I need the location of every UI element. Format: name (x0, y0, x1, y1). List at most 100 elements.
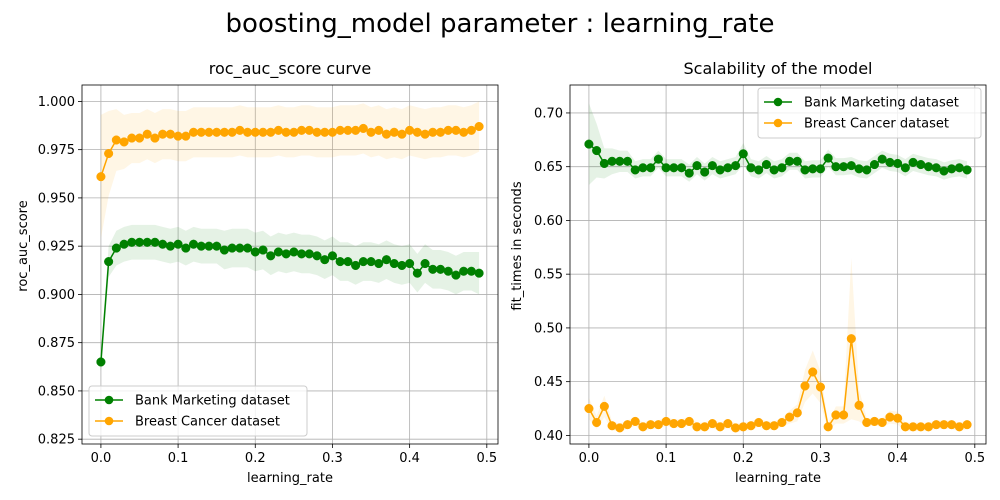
roc-auc-series-0-point (289, 247, 299, 257)
roc-auc-series-0-point (111, 243, 121, 253)
scalability-legend: Bank Marketing dataset Breast Cancer data… (757, 87, 982, 139)
roc-auc-series-0-point (420, 258, 430, 269)
roc-auc-series-1-point (297, 125, 307, 135)
scalability-series-1-point (630, 416, 640, 426)
scalability-series-1-point (700, 422, 710, 432)
roc-auc-series-0-point (119, 239, 129, 249)
roc-auc-series-0-point (158, 239, 168, 249)
scalability-series-0-point (931, 163, 941, 173)
roc-auc-series-0-point (212, 241, 222, 251)
roc-auc-series-1-point (258, 127, 268, 137)
roc-auc-series-1-point (466, 125, 476, 135)
roc-auc-series-1-point (227, 127, 237, 137)
scalability-x-tick-label: 0.2 (733, 451, 754, 466)
scalability-series-1-point (908, 422, 918, 432)
roc-auc-series-0-point (451, 270, 461, 280)
roc-auc-chart-title: roc_auc_score curve (209, 59, 371, 79)
roc-auc-plot-frame (81, 84, 499, 445)
scalability-legend-label-0: Bank Marketing dataset (804, 96, 959, 111)
scalability-series-0-point (592, 146, 602, 156)
scalability-series-1-point (769, 421, 779, 431)
roc-auc-series-1-point (435, 127, 446, 137)
scalability-series-0-point (954, 163, 964, 173)
scalability-series-0-point (916, 159, 926, 170)
roc-auc-series-0-point (258, 245, 268, 255)
roc-auc-series-1-point (343, 125, 353, 135)
scalability-y-tick-label: 0.65 (534, 160, 563, 175)
roc-auc-series-1-point (212, 127, 222, 137)
roc-auc-series-1-point (389, 127, 399, 137)
scalability-series-0-point (962, 165, 972, 175)
scalability-series-0-point (947, 164, 957, 174)
scalability-series-1-point (900, 422, 910, 432)
scalability-legend-marker-0 (773, 97, 783, 107)
roc-auc-series-1-point (320, 127, 330, 137)
scalability-series-0-point (731, 161, 741, 171)
scalability-series-1-point (931, 420, 941, 430)
roc-auc-series-1-point (273, 125, 283, 135)
roc-auc-series-1-point (281, 127, 291, 137)
roc-auc-series-0-point (381, 255, 392, 265)
scalability-series-0-point (646, 163, 656, 173)
scalability-series-0-point (785, 156, 795, 166)
scalability-series-0-point (615, 156, 625, 166)
roc-auc-series-1-std-band (100, 101, 480, 239)
scalability-series-0-point (777, 163, 787, 173)
roc-auc-series-1-point (111, 135, 121, 145)
scalability-series-1-point (846, 334, 856, 344)
scalability-series-1-point (684, 416, 694, 426)
roc-auc-series-0-point (266, 251, 276, 261)
scalability-series-1-point (800, 381, 810, 391)
scalability-series-1-point (877, 417, 887, 428)
scalability-series-0-point (653, 154, 663, 164)
scalability-series-1-point (592, 417, 602, 428)
roc-auc-series-0-point (466, 266, 476, 276)
scalability-series-1-std-band (588, 258, 968, 433)
roc-auc-series-0-point (173, 239, 183, 249)
roc-auc-legend-marker-0 (104, 395, 114, 405)
roc-auc-series-0-point (273, 247, 283, 257)
roc-auc-series-1-point (243, 127, 253, 137)
roc-auc-series-0-point (412, 268, 422, 278)
scalability-series-0-point (584, 139, 594, 149)
roc-auc-series-0-point (196, 241, 206, 251)
roc-auc-series-1-point (119, 137, 129, 147)
scalability-legend-label-1: Breast Cancer dataset (804, 117, 949, 132)
scalability-series-1-point (653, 420, 663, 430)
scalability-series-0-point (869, 159, 880, 170)
roc-auc-chart: roc_auc_score curve learning_rate roc_au… (16, 59, 499, 486)
scalability-series-0-point (599, 158, 609, 169)
scalability-series-0-point (923, 162, 934, 172)
roc-auc-series-0-point (165, 241, 175, 251)
roc-auc-legend: Bank Marketing dataset Breast Cancer data… (88, 385, 308, 437)
scalability-series-1-point (947, 420, 957, 430)
roc-auc-y-tick-label: 0.950 (38, 191, 75, 206)
roc-auc-series-0-point (304, 249, 314, 259)
scalability-series-1-point (676, 419, 687, 429)
scalability-series-1-point (823, 422, 833, 432)
scalability-series-0-point (862, 165, 872, 175)
scalability-series-1-point (715, 422, 725, 432)
roc-auc-x-tick-label: 0.0 (91, 451, 112, 466)
scalability-series-0-point (669, 163, 679, 173)
roc-auc-series-1-point (104, 148, 114, 159)
scalability-series-0-point (723, 163, 733, 173)
scalability-plot-frame (569, 84, 987, 445)
scalability-series-1-point (885, 412, 895, 422)
scalability-legend-frame (757, 87, 982, 139)
roc-auc-series-1-point (335, 125, 345, 135)
scalability-series-1-point (954, 422, 964, 432)
scalability-series-0-point (939, 166, 949, 176)
roc-auc-series-0-point (358, 257, 368, 267)
scalability-series-1-point (692, 422, 702, 432)
roc-auc-series-1-point (351, 125, 361, 135)
roc-auc-series-0-point (474, 268, 484, 278)
scalability-series-1-point (939, 420, 949, 430)
scalability-y-tick-label: 0.70 (534, 106, 563, 121)
scalability-x-tick-label: 0.0 (579, 451, 600, 466)
scalability-series-0-point (638, 163, 648, 173)
scalability-series-1-point (754, 417, 764, 428)
roc-auc-series-1-point (134, 133, 145, 143)
roc-auc-legend-label-1: Breast Cancer dataset (135, 415, 280, 430)
roc-auc-x-tick-label: 0.2 (245, 451, 266, 466)
